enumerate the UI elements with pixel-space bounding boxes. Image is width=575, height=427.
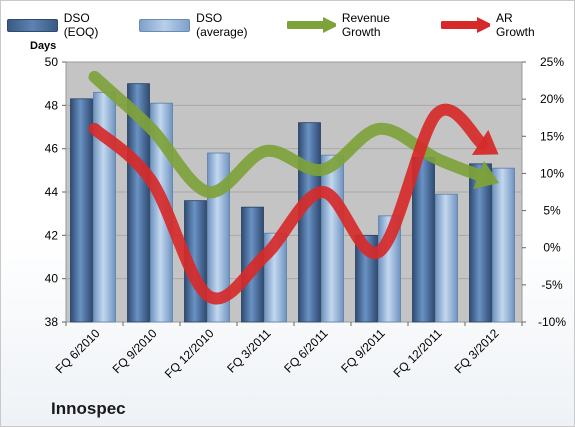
y2-tick-label: 25% bbox=[540, 55, 564, 69]
legend-arrow-ar-growth-icon bbox=[441, 17, 490, 33]
x-tick-label: FQ 9/2010 bbox=[110, 326, 160, 376]
legend-item-dso-eoq: DSO (EOQ) bbox=[7, 11, 121, 39]
line-revenue-growth-arrowhead bbox=[473, 161, 500, 190]
x-tick-label: FQ 12/2010 bbox=[162, 326, 217, 381]
x-tick-label: FQ 6/2010 bbox=[53, 326, 103, 376]
x-tick-label: FQ 3/2011 bbox=[224, 326, 274, 376]
x-tick-label: FQ 12/2011 bbox=[391, 326, 445, 380]
line-ar-growth bbox=[88, 103, 488, 305]
bar-dso-eoq bbox=[70, 98, 93, 323]
y-tick-label: 48 bbox=[45, 98, 59, 112]
y2-tick-label: 5% bbox=[543, 204, 561, 218]
legend-label-ar-growth: AR Growth bbox=[496, 11, 535, 39]
x-tick-label: FQ 9/2011 bbox=[338, 326, 388, 376]
y-tick-label: 44 bbox=[45, 185, 59, 199]
x-tick-label: FQ 3/2012 bbox=[452, 326, 502, 376]
bar-dso-eoq bbox=[298, 122, 321, 323]
bar-dso-average bbox=[492, 167, 515, 323]
legend-item-dso-average: DSO (average) bbox=[139, 11, 269, 39]
y-tick-label: 46 bbox=[45, 142, 59, 156]
line-ar-growth-arrowhead bbox=[471, 129, 499, 155]
y-tick-label: 42 bbox=[45, 228, 59, 242]
company-name: Innospec bbox=[51, 399, 126, 418]
legend-label-revenue-growth: Revenue Growth bbox=[341, 11, 390, 39]
y2-tick-label: -5% bbox=[541, 278, 563, 292]
legend-label-dso-average: DSO (average) bbox=[196, 11, 248, 39]
y2-tick-label: 20% bbox=[540, 92, 564, 106]
x-tick-label: FQ 6/2011 bbox=[281, 326, 331, 376]
bar-dso-average bbox=[321, 154, 344, 323]
y2-tick-label: -10% bbox=[538, 315, 566, 329]
legend: DSO (EOQ) DSO (average) Revenue Growth A… bbox=[7, 11, 567, 39]
y-axis-title: Days bbox=[30, 40, 56, 52]
bar-dso-eoq bbox=[127, 83, 150, 323]
legend-swatch-dso-average bbox=[139, 18, 191, 32]
y2-tick-label: 15% bbox=[540, 129, 564, 143]
y2-tick-label: 0% bbox=[543, 241, 561, 255]
y-tick-label: 38 bbox=[45, 315, 59, 329]
legend-swatch-dso-eoq bbox=[7, 18, 58, 32]
y-tick-label: 40 bbox=[45, 272, 59, 286]
legend-label-dso-eoq: DSO (EOQ) bbox=[63, 11, 99, 39]
y-tick-label: 50 bbox=[45, 55, 59, 69]
y2-tick-label: 10% bbox=[540, 166, 564, 180]
bar-dso-average bbox=[435, 193, 458, 323]
legend-arrow-revenue-growth-icon bbox=[287, 17, 336, 33]
legend-item-revenue-growth: Revenue Growth bbox=[287, 11, 423, 39]
legend-item-ar-growth: AR Growth bbox=[441, 11, 549, 39]
bar-dso-eoq bbox=[469, 163, 492, 323]
